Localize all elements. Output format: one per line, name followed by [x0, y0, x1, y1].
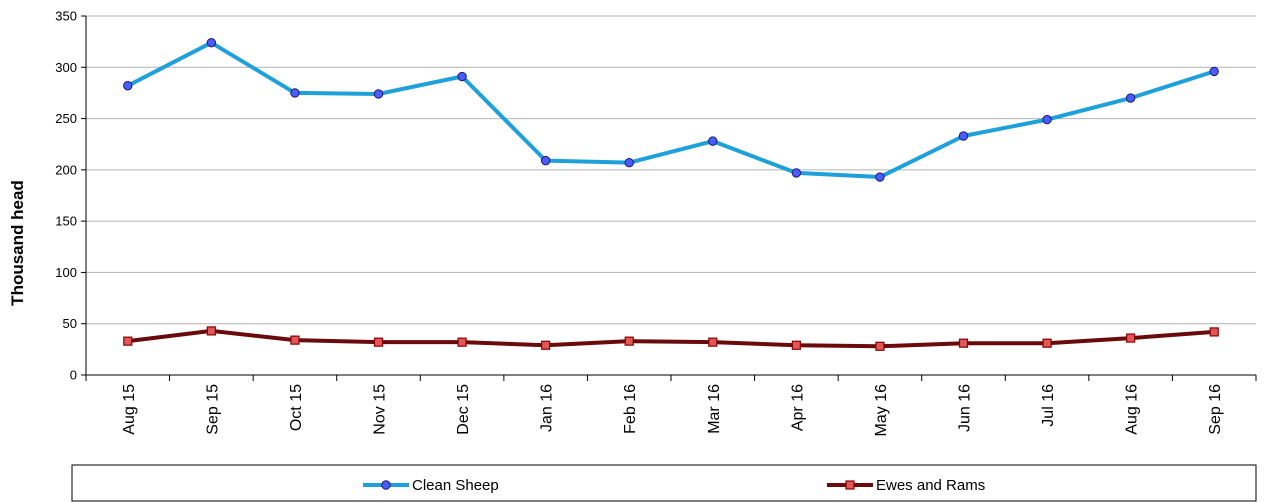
data-point [1209, 66, 1219, 77]
data-point [958, 131, 969, 141]
legend: Clean Sheep Ewes and Rams [71, 464, 1257, 502]
series-line-0 [125, 40, 1217, 180]
axes [81, 15, 1257, 381]
data-point [1126, 333, 1136, 343]
data-point [708, 136, 718, 146]
data-point [290, 335, 300, 345]
x-tick-label: Jun 16 [957, 384, 974, 432]
x-tick-label: May 16 [873, 384, 890, 437]
x-tick-label: Apr 16 [789, 384, 806, 431]
x-tick-label: Aug 16 [1124, 384, 1141, 435]
legend-swatch-marker [845, 480, 855, 490]
y-tick-label: 250 [55, 111, 77, 126]
x-tick-label: Nov 15 [372, 384, 389, 435]
data-point [1209, 327, 1219, 337]
y-tick-label: 150 [55, 214, 77, 229]
data-point [875, 341, 885, 351]
data-point [958, 338, 969, 348]
x-tick-label: Feb 16 [622, 384, 639, 434]
data-point [624, 336, 634, 346]
series-line-1 [125, 328, 1217, 349]
y-tick-label: 0 [70, 368, 77, 383]
data-point [123, 81, 133, 91]
series-markers [123, 37, 1219, 351]
data-point [457, 71, 467, 82]
data-point [373, 89, 384, 99]
data-point [708, 337, 718, 347]
data-point [290, 88, 300, 98]
y-axis-title: Thousand head [8, 180, 27, 306]
data-point [624, 157, 634, 168]
data-point [206, 326, 216, 336]
data-point [791, 340, 801, 350]
series-lines [125, 40, 1217, 349]
data-point [1125, 93, 1136, 103]
x-tick-label: Mar 16 [706, 384, 723, 434]
data-point [1042, 114, 1052, 125]
data-point [206, 37, 217, 48]
data-point [791, 168, 802, 178]
data-point [1042, 338, 1052, 348]
data-point [373, 337, 384, 347]
y-tick-label: 100 [55, 265, 77, 280]
legend-box [71, 464, 1257, 502]
x-tick-label: Sep 15 [204, 384, 221, 435]
y-tick-label: 300 [55, 60, 77, 75]
data-point [541, 340, 551, 350]
gridlines [86, 15, 1256, 325]
y-tick-label: 350 [55, 9, 77, 24]
legend-label: Ewes and Rams [876, 477, 985, 494]
x-tick-label: Sep 16 [1207, 384, 1224, 435]
data-point [457, 337, 467, 347]
legend-swatch-marker [381, 480, 391, 490]
data-point [123, 336, 133, 346]
y-tick-labels: 0 50 100 150 200 250 300 350 [55, 9, 77, 383]
x-tick-label: Aug 15 [121, 384, 138, 435]
y-tick-label: 200 [55, 162, 77, 177]
legend-label: Clean Sheep [412, 477, 499, 494]
x-tick-label: Jul 16 [1040, 384, 1057, 427]
data-point [540, 155, 551, 166]
x-tick-label: Oct 15 [288, 384, 305, 431]
data-point [875, 172, 885, 182]
x-tick-label: Jan 16 [539, 384, 556, 432]
y-tick-label: 50 [63, 316, 77, 331]
x-tick-label: Dec 15 [455, 384, 472, 435]
x-tick-labels: Aug 15 Sep 15 Oct 15 Nov 15 Dec 15 Jan 16 Feb … [121, 384, 1224, 437]
